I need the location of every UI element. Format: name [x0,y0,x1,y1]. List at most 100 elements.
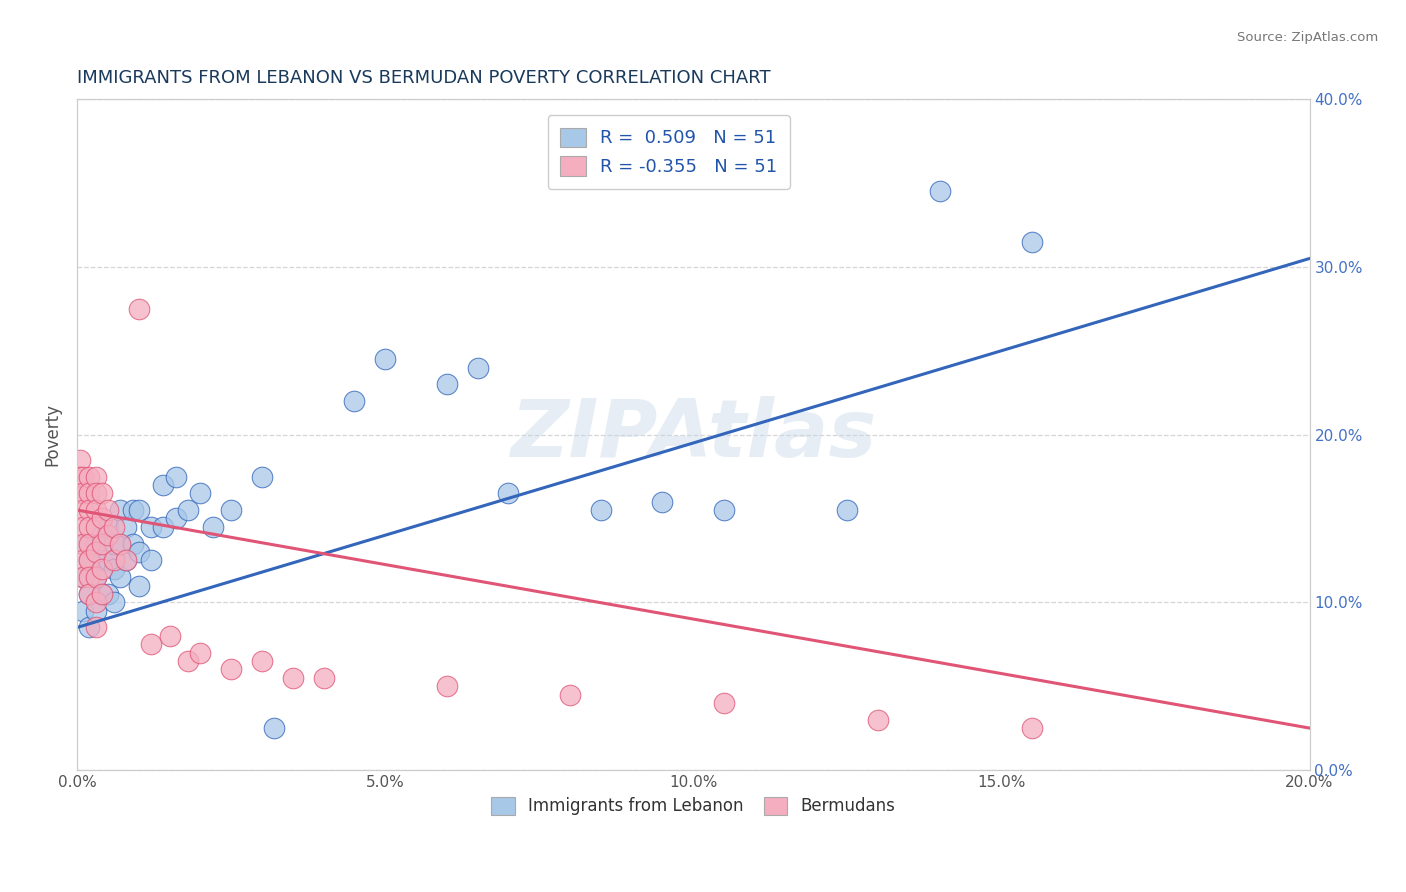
Y-axis label: Poverty: Poverty [44,403,60,467]
Point [72,536,94,550]
Point [139,637,162,651]
Point [84,595,107,609]
Point [79,469,101,483]
Point [343,394,366,409]
Point [84,604,107,618]
Point [159,629,181,643]
Point [72,604,94,618]
Point [139,553,162,567]
Point [90,536,112,550]
Point [188,486,211,500]
Point [250,469,273,483]
Point [79,553,101,567]
Point [79,536,101,550]
Point [84,503,107,517]
Point [188,646,211,660]
Point [121,536,143,550]
Point [69,452,91,467]
Point [177,503,200,517]
Point [103,595,125,609]
Point [90,486,112,500]
Point [651,494,673,508]
Point [84,469,107,483]
Point [152,478,174,492]
Point [84,570,107,584]
Point [558,688,581,702]
Point [713,696,735,710]
Point [837,503,859,517]
Point [72,536,94,550]
Point [90,562,112,576]
Point [90,587,112,601]
Point [103,520,125,534]
Point [79,486,101,500]
Point [84,620,107,634]
Point [72,469,94,483]
Point [1021,235,1043,249]
Point [79,587,101,601]
Point [103,536,125,550]
Text: IMMIGRANTS FROM LEBANON VS BERMUDAN POVERTY CORRELATION CHART: IMMIGRANTS FROM LEBANON VS BERMUDAN POVE… [77,69,770,87]
Point [84,486,107,500]
Point [97,520,120,534]
Point [498,486,520,500]
Point [139,520,162,534]
Point [1021,721,1043,735]
Point [79,503,101,517]
Point [110,536,132,550]
Point [90,587,112,601]
Point [263,721,285,735]
Point [97,587,120,601]
Point [90,528,112,542]
Point [79,520,101,534]
Point [97,503,120,517]
Point [72,570,94,584]
Point [115,520,138,534]
Point [69,486,91,500]
Point [84,545,107,559]
Point [128,301,150,316]
Point [467,360,489,375]
Point [165,469,187,483]
Point [128,578,150,592]
Point [177,654,200,668]
Point [84,570,107,584]
Point [128,503,150,517]
Point [79,620,101,634]
Point [250,654,273,668]
Point [84,536,107,550]
Point [436,377,458,392]
Point [72,553,94,567]
Point [110,536,132,550]
Point [79,553,101,567]
Point [436,679,458,693]
Point [281,671,304,685]
Point [90,553,112,567]
Point [128,545,150,559]
Point [121,503,143,517]
Legend: Immigrants from Lebanon, Bermudans: Immigrants from Lebanon, Bermudans [485,790,901,822]
Point [152,520,174,534]
Point [110,503,132,517]
Point [165,511,187,525]
Point [84,520,107,534]
Text: Source: ZipAtlas.com: Source: ZipAtlas.com [1237,31,1378,45]
Point [72,570,94,584]
Point [69,469,91,483]
Point [713,503,735,517]
Point [115,553,138,567]
Text: ZIPAtlas: ZIPAtlas [510,395,876,474]
Point [868,713,890,727]
Point [928,185,950,199]
Point [97,528,120,542]
Point [97,553,120,567]
Point [72,503,94,517]
Point [201,520,224,534]
Point [374,352,396,367]
Point [589,503,612,517]
Point [219,503,242,517]
Point [110,570,132,584]
Point [79,587,101,601]
Point [90,511,112,525]
Point [219,662,242,676]
